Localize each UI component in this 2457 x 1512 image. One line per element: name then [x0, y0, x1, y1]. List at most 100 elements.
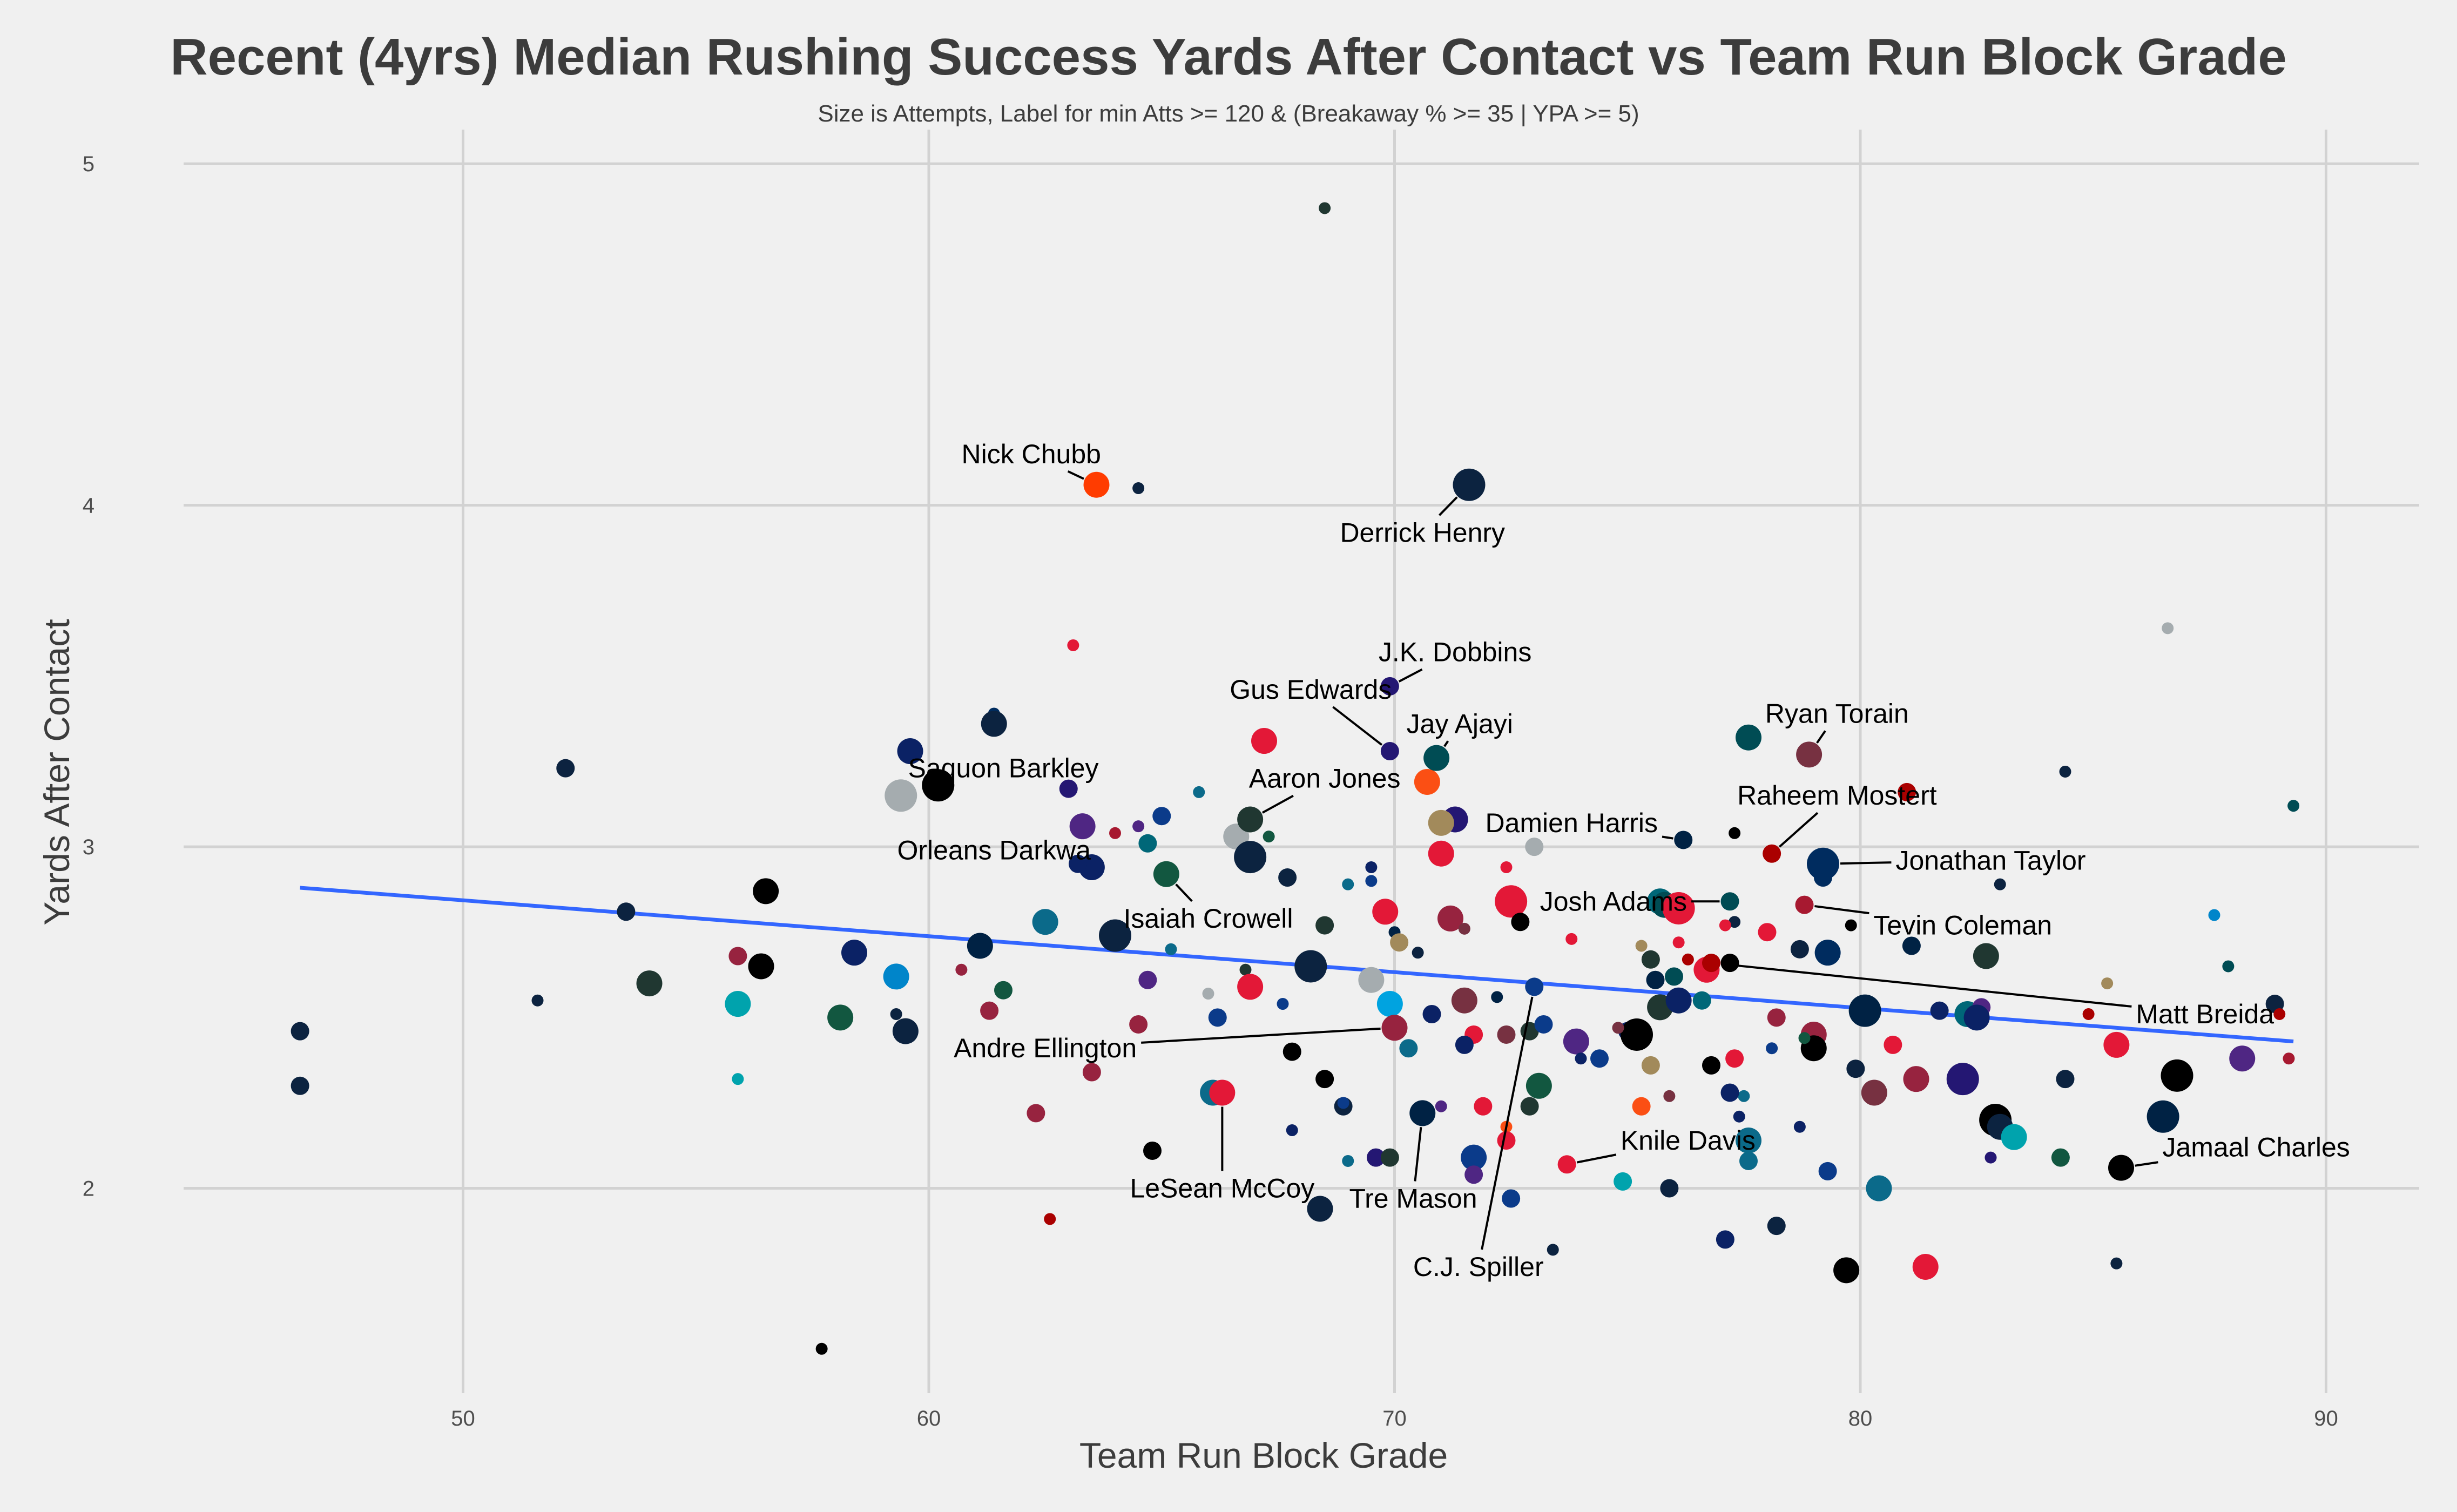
data-point	[1912, 1254, 1939, 1280]
data-point	[1767, 1008, 1786, 1027]
data-point	[1461, 1144, 1487, 1171]
data-point	[748, 953, 774, 980]
data-point	[1502, 1189, 1521, 1208]
data-point	[1520, 1097, 1539, 1116]
data-point	[1845, 919, 1857, 932]
data-point	[2103, 1031, 2130, 1058]
data-point	[1814, 940, 1841, 966]
data-point	[1165, 943, 1177, 955]
data-point	[1946, 1063, 1979, 1096]
data-point	[2101, 977, 2114, 990]
data-point	[1758, 923, 1777, 942]
data-point	[725, 991, 751, 1017]
labeled-data-point	[922, 769, 955, 802]
data-point	[1132, 820, 1145, 833]
data-point	[1239, 963, 1252, 976]
point-label: Derrick Henry	[1340, 517, 1505, 548]
data-point	[1766, 1042, 1778, 1055]
data-point	[1278, 868, 1297, 887]
data-point	[1143, 1141, 1162, 1160]
point-label: C.J. Spiller	[1413, 1252, 1544, 1282]
label-leader-line	[1816, 730, 1826, 744]
data-point	[1665, 987, 1692, 1014]
point-label: Isaiah Crowell	[1123, 903, 1293, 934]
data-point	[1736, 1128, 1761, 1153]
x-tick-label: 50	[451, 1407, 475, 1430]
data-point	[732, 1073, 744, 1085]
data-point	[1846, 1059, 1865, 1078]
data-point	[1733, 1110, 1745, 1123]
data-point	[885, 779, 917, 812]
data-point	[1525, 838, 1544, 856]
data-point	[2146, 1100, 2179, 1133]
data-point	[1635, 940, 1648, 952]
y-tick-label: 5	[83, 152, 94, 176]
label-leader-line	[1814, 905, 1869, 915]
point-label: Jonathan Taylor	[1895, 845, 2085, 875]
data-point	[1315, 916, 1334, 935]
data-point	[1739, 1151, 1758, 1170]
labeled-data-point	[1423, 745, 1450, 771]
point-label: Ryan Torain	[1765, 698, 1909, 728]
data-point	[1646, 970, 1665, 989]
data-point	[1282, 1042, 1301, 1061]
data-point	[1720, 1083, 1739, 1102]
label-leader-line	[1721, 963, 2132, 1008]
labeled-data-point	[1069, 854, 1087, 873]
data-point	[841, 940, 867, 966]
labeled-data-point	[1763, 844, 1781, 863]
data-point	[1422, 1005, 1441, 1023]
data-point	[2229, 1045, 2256, 1072]
data-point	[1716, 1230, 1734, 1249]
labeled-data-point	[1237, 806, 1264, 833]
data-point	[1497, 1131, 1516, 1150]
data-point	[892, 1018, 919, 1044]
data-point	[1495, 885, 1528, 918]
label-leader-line	[1662, 835, 1673, 840]
data-point	[2161, 1059, 2193, 1092]
data-point	[1702, 1056, 1720, 1075]
data-point	[1358, 967, 1385, 993]
data-point	[1719, 919, 1731, 932]
data-point	[1632, 1097, 1651, 1116]
data-point	[1044, 1213, 1056, 1225]
data-point	[1729, 827, 1741, 839]
data-point	[617, 902, 636, 921]
label-leader-line	[1261, 794, 1294, 814]
point-label: Andre Ellington	[954, 1033, 1137, 1063]
data-point	[1930, 1001, 1949, 1020]
data-point	[753, 878, 779, 905]
data-point	[1790, 940, 1809, 959]
data-point	[1307, 1196, 1333, 1222]
data-point	[1665, 967, 1683, 986]
data-point	[1736, 724, 1761, 751]
data-point	[1973, 943, 1999, 969]
data-point	[1129, 1015, 1148, 1034]
data-point	[1729, 916, 1741, 928]
data-point	[1428, 809, 1454, 836]
data-point	[1027, 1104, 1045, 1123]
data-point	[728, 947, 747, 966]
data-point	[1848, 994, 1881, 1027]
data-point	[1500, 861, 1513, 874]
label-leader-line	[1576, 1153, 1617, 1164]
y-tick-label: 4	[83, 494, 94, 518]
label-leader-line	[1067, 470, 1084, 480]
x-tick-label: 80	[1848, 1407, 1873, 1430]
data-point	[1342, 878, 1354, 890]
point-label: Nick Chubb	[962, 439, 1101, 469]
axis-ticks: 50 60 70 80 90 2 3 4 5	[83, 152, 2338, 1430]
label-leader-line	[1840, 861, 1892, 865]
data-point	[1277, 998, 1289, 1010]
point-label: Jay Ajayi	[1407, 708, 1513, 739]
data-point	[1725, 1049, 1744, 1068]
data-point	[2208, 909, 2220, 921]
data-point	[1902, 936, 1921, 955]
label-leader-line	[1398, 668, 1423, 683]
data-point	[1067, 639, 1079, 651]
data-point	[1641, 950, 1660, 969]
label-leader-line	[1778, 812, 1819, 848]
chart-subtitle: Size is Attempts, Label for min Atts >= …	[818, 100, 1639, 127]
data-point	[1534, 1015, 1553, 1034]
data-point	[1455, 1035, 1474, 1054]
